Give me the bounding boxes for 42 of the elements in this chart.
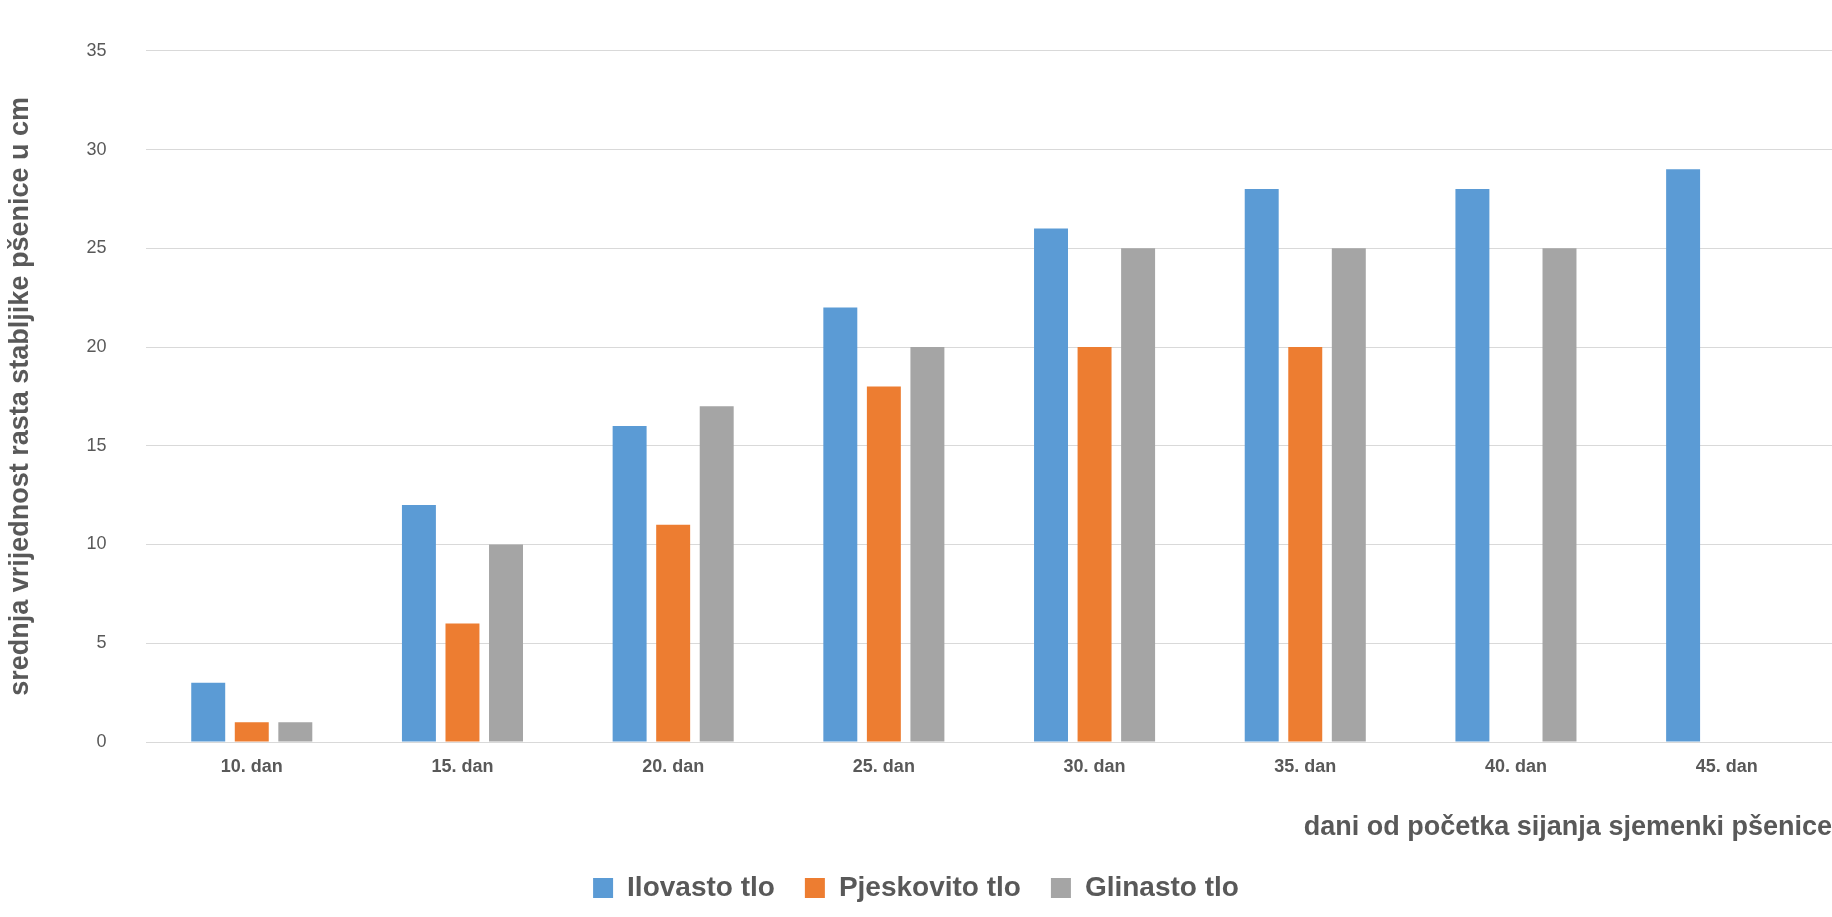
bar [1121, 248, 1156, 742]
bar [1542, 248, 1577, 742]
bar [401, 505, 436, 742]
x-tick-label: 25. dan [852, 755, 915, 776]
bar [823, 307, 858, 742]
x-tick-label: 30. dan [1063, 755, 1126, 776]
x-tick-label: 20. dan [642, 755, 705, 776]
bar [489, 544, 523, 742]
bar [866, 386, 901, 742]
bar [1288, 347, 1323, 742]
x-tick-label: 10. dan [220, 755, 283, 776]
legend-label: Pjeskovito tlo [838, 870, 1021, 902]
y-tick-label: 30 [86, 138, 107, 159]
y-tick-label: 20 [86, 336, 107, 356]
bar [445, 623, 480, 742]
bar [656, 524, 691, 742]
bar [612, 426, 647, 742]
bar [234, 722, 269, 742]
x-tick-label: 35. dan [1274, 755, 1337, 776]
y-tick-label: 10 [86, 533, 107, 554]
bar [191, 682, 226, 742]
y-axis-title: srednja vrijednost rasta stabljike pšenice u cm [3, 97, 34, 696]
y-tick-label: 15 [86, 434, 107, 455]
bar [1455, 189, 1490, 742]
bar [1666, 169, 1701, 742]
bar [1034, 228, 1068, 742]
y-tick-label: 5 [96, 632, 107, 653]
bar [1244, 189, 1279, 742]
x-tick-label: 40. dan [1484, 755, 1547, 776]
bar [278, 722, 313, 742]
x-tick-label: 45. dan [1695, 755, 1758, 776]
x-axis-title: dani od početka sijanja sjemenki pšenice [1303, 811, 1832, 842]
bar [699, 406, 734, 742]
bar [1077, 347, 1112, 742]
bar [1331, 248, 1366, 742]
y-tick-label: 0 [96, 730, 107, 751]
bar [910, 347, 945, 742]
y-tick-label: 25 [86, 237, 107, 258]
y-tick-label: 35 [86, 39, 107, 60]
legend-label: Ilovasto tlo [627, 870, 775, 902]
legend-label: Glinasto tlo [1084, 870, 1239, 902]
x-tick-label: 15. dan [431, 755, 494, 776]
